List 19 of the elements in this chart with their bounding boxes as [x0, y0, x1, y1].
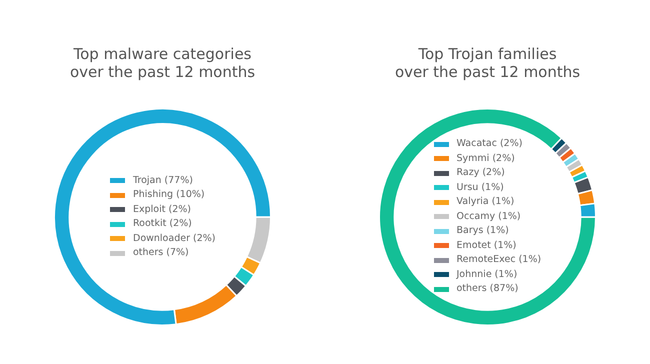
legend-label: Wacatac (2%) [456, 137, 522, 151]
legend-label: Razy (2%) [456, 166, 505, 180]
legend-label: Ursu (1%) [456, 180, 504, 194]
legend-label: RemoteExec (1%) [456, 253, 542, 267]
legend-label: Trojan (77%) [133, 174, 193, 188]
chart-title: Top malware categories over the past 12 months [70, 44, 256, 81]
legend-label: Downloader (2%) [133, 232, 216, 246]
legend-label: Occamy (1%) [456, 210, 521, 224]
chart-title: Top Trojan families over the past 12 months [394, 44, 580, 81]
legend-label: others (87%) [456, 282, 518, 296]
legend-label: Johnnie (1%) [456, 268, 518, 282]
legend-label: Rootkit (2%) [133, 217, 192, 231]
legend-label: Symmi (2%) [456, 152, 515, 166]
legend-label: Emotet (1%) [456, 238, 516, 252]
legend-label: Exploit (2%) [133, 202, 191, 216]
legend-label: Barys (1%) [456, 224, 509, 238]
legend-label: Valyria (1%) [456, 195, 514, 209]
legend-label: Phishing (10%) [133, 188, 205, 202]
legend-label: others (7%) [133, 246, 189, 260]
